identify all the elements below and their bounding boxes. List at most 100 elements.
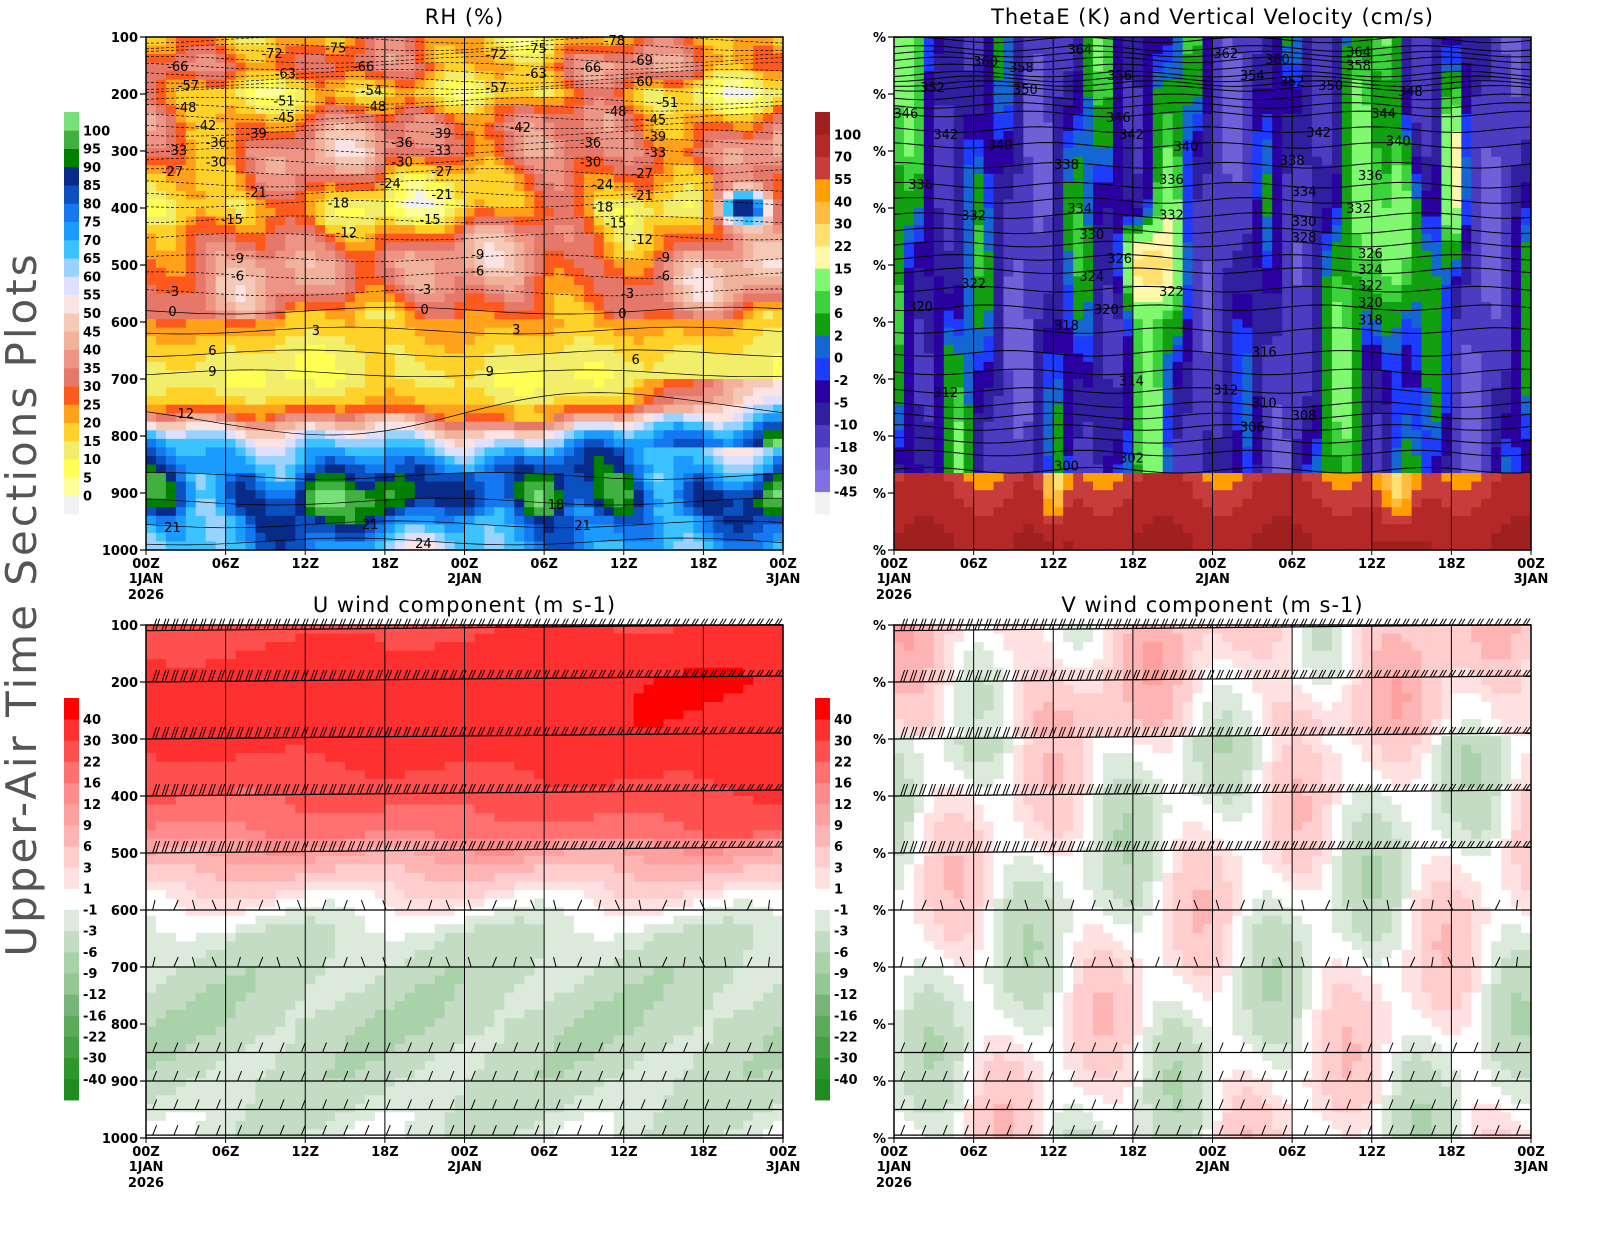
contour-cell <box>345 499 356 508</box>
contour-cell <box>1023 345 1034 354</box>
contour-cell <box>146 174 157 183</box>
contour-cell <box>385 311 396 320</box>
contour-cell <box>683 490 694 499</box>
contour-cell <box>534 148 545 157</box>
contour-cell <box>275 456 286 465</box>
contour-cell <box>664 328 675 337</box>
contour-cell <box>544 482 555 491</box>
contour-cell <box>166 88 177 97</box>
colorbar-label: 75 <box>83 216 101 231</box>
contour-cell <box>614 516 625 525</box>
contour-cell <box>964 379 975 388</box>
contour-cell <box>614 439 625 448</box>
contour-cell <box>494 302 505 311</box>
contour-cell <box>564 456 575 465</box>
contour-cell <box>385 396 396 405</box>
contour-cell <box>275 465 286 474</box>
contour-cell <box>395 413 406 422</box>
contour-cell <box>924 63 935 72</box>
contour-cell <box>894 447 905 456</box>
contour-cell <box>335 413 346 422</box>
contour-cell <box>733 396 744 405</box>
contour-cell <box>1003 268 1014 277</box>
contour-cell <box>375 294 386 303</box>
contour-cell <box>894 533 905 542</box>
contour-cell <box>534 541 545 550</box>
contour-cell <box>584 490 595 499</box>
contour-cell <box>634 105 645 114</box>
contour-label: 21 <box>362 518 379 533</box>
contour-cell <box>504 439 515 448</box>
contour-cell <box>325 447 336 456</box>
contour-cell <box>664 430 675 439</box>
colorbar-label: 100 <box>83 124 110 139</box>
contour-cell <box>574 114 585 123</box>
contour-cell <box>445 473 456 482</box>
contour-cell <box>733 430 744 439</box>
colorbar-swatch <box>64 295 79 314</box>
contour-cell <box>683 268 694 277</box>
contour-cell <box>335 242 346 251</box>
contour-cell <box>206 456 217 465</box>
contour-cell <box>614 165 625 174</box>
contour-cell <box>574 276 585 285</box>
contour-cell <box>954 473 965 482</box>
contour-cell <box>226 439 237 448</box>
contour-cell <box>614 533 625 542</box>
contour-cell <box>285 396 296 405</box>
contour-cell <box>753 208 764 217</box>
contour-cell <box>285 302 296 311</box>
contour-cell <box>524 473 535 482</box>
contour-cell <box>584 234 595 243</box>
contour-cell <box>713 80 724 89</box>
contour-cell <box>964 473 975 482</box>
contour-cell <box>614 456 625 465</box>
contour-cell <box>255 97 266 106</box>
contour-cell <box>445 482 456 491</box>
contour-cell <box>604 319 615 328</box>
contour-cell <box>295 482 306 491</box>
contour-cell <box>574 302 585 311</box>
contour-cell <box>255 114 266 123</box>
contour-cell <box>534 311 545 320</box>
contour-cell <box>514 490 525 499</box>
contour-cell <box>914 268 925 277</box>
contour-cell <box>265 225 276 234</box>
contour-cell <box>683 294 694 303</box>
contour-cell <box>146 524 157 533</box>
contour-cell <box>385 217 396 226</box>
contour-cell <box>305 285 316 294</box>
contour-cell <box>713 140 724 149</box>
contour-cell <box>1003 524 1014 533</box>
contour-cell <box>504 422 515 431</box>
contour-cell <box>773 362 784 371</box>
contour-cell <box>604 157 615 166</box>
contour-cell <box>1023 251 1034 260</box>
contour-cell <box>994 353 1005 362</box>
contour-cell <box>474 328 485 337</box>
contour-cell <box>753 465 764 474</box>
contour-cell <box>1033 217 1044 226</box>
contour-cell <box>345 276 356 285</box>
contour-cell <box>984 362 995 371</box>
contour-cell <box>176 319 187 328</box>
contour-cell <box>176 473 187 482</box>
contour-cell <box>484 165 495 174</box>
contour-cell <box>763 71 774 80</box>
contour-cell <box>584 294 595 303</box>
contour-cell <box>604 430 615 439</box>
contour-cell <box>196 541 207 550</box>
contour-cell <box>984 490 995 499</box>
contour-cell <box>713 413 724 422</box>
contour-cell <box>564 447 575 456</box>
contour-cell <box>325 63 336 72</box>
contour-cell <box>455 422 466 431</box>
contour-cell <box>723 131 734 140</box>
contour-cell <box>773 294 784 303</box>
contour-cell <box>924 353 935 362</box>
contour-cell <box>544 465 555 474</box>
contour-cell <box>634 533 645 542</box>
contour-cell <box>693 131 704 140</box>
contour-cell <box>186 242 197 251</box>
contour-cell <box>275 276 286 285</box>
